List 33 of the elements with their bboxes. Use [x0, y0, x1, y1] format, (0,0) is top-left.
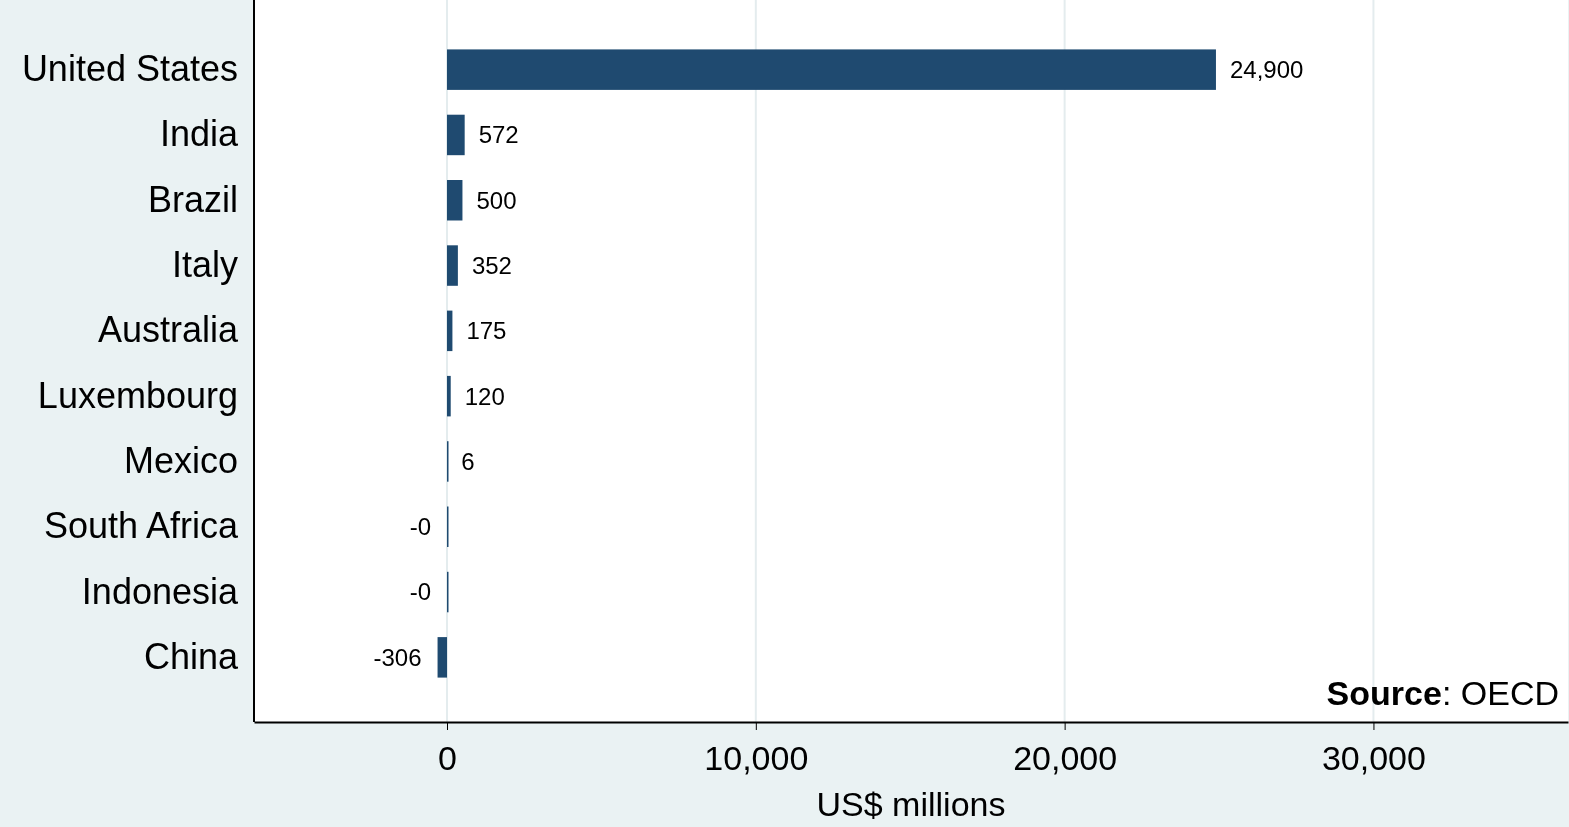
y-tick-label: Mexico — [123, 439, 238, 481]
data-label: -306 — [373, 643, 422, 671]
y-tick-label: Brazil — [147, 178, 238, 220]
bar — [447, 375, 451, 417]
y-tick-label: Luxembourg — [37, 374, 238, 416]
x-axis-title: US$ millions — [816, 785, 1006, 823]
y-tick-label: Indonesia — [81, 570, 239, 612]
x-tick-label: 30,000 — [1321, 739, 1426, 778]
data-label: 500 — [476, 186, 517, 214]
y-tick-label: Australia — [97, 309, 239, 351]
y-tick-label: India — [159, 113, 239, 155]
y-tick-label: South Africa — [43, 505, 239, 547]
x-tick-label: 0 — [438, 739, 457, 778]
bar — [447, 180, 463, 221]
data-label: 120 — [464, 382, 505, 410]
bar — [447, 114, 465, 156]
y-tick-label: Italy — [171, 244, 238, 286]
data-label: 572 — [478, 121, 519, 149]
data-label: -0 — [409, 578, 431, 606]
y-tick-label: China — [143, 635, 239, 677]
bar — [447, 245, 458, 286]
data-label: 175 — [466, 317, 507, 345]
bar — [447, 49, 1216, 90]
bar — [447, 310, 453, 352]
x-tick-label: 20,000 — [1013, 739, 1118, 778]
bar — [437, 637, 448, 678]
x-tick-label: 10,000 — [704, 739, 809, 778]
annotation: Source: OECD — [1326, 674, 1559, 712]
y-tick-label: United States — [21, 48, 238, 90]
data-label: -0 — [409, 513, 431, 541]
data-label: 352 — [471, 251, 512, 279]
data-label: 6 — [461, 447, 475, 475]
data-label: 24,900 — [1229, 56, 1304, 84]
